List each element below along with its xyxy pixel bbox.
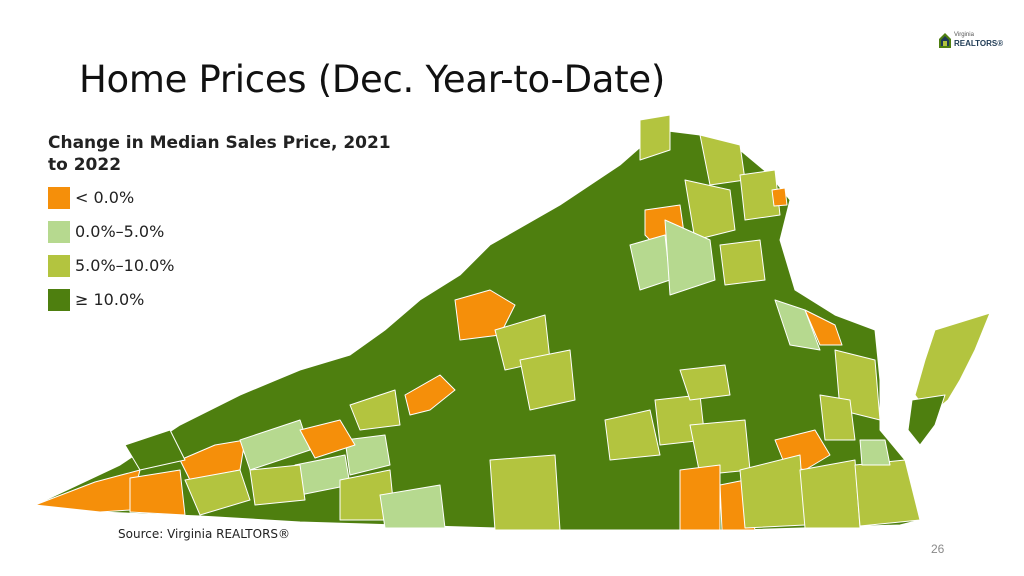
county-or-29 [679, 464, 721, 531]
county-lg-37 [859, 439, 891, 466]
logo-small-text: Virginia [954, 32, 974, 38]
county-lime-33 [799, 459, 861, 529]
slide-title: Home Prices (Dec. Year-to-Date) [79, 58, 665, 101]
county-sw-2 [129, 469, 186, 516]
county-or-9 [404, 374, 456, 416]
county-or-4 [299, 419, 356, 459]
map-legend: Change in Median Sales Price, 2021 to 20… [48, 132, 408, 312]
source-note: Source: Virginia REALTORS® [118, 527, 291, 541]
county-lime-28 [679, 364, 731, 401]
county-lime-14 [684, 179, 736, 241]
county-lime-5 [249, 464, 306, 506]
county-lime-15 [739, 169, 781, 221]
county-sw-5 [124, 429, 186, 471]
county-lime-18 [719, 239, 766, 286]
county-lg-7 [379, 484, 446, 529]
county-lg-3 [344, 434, 391, 476]
county-or-21 [804, 309, 843, 346]
legend-item-5-10: 5.0%–10.0% [48, 254, 408, 278]
county-sw-4 [184, 469, 251, 516]
county-lime-25 [604, 409, 661, 461]
map-regions [34, 114, 991, 531]
county-lg-1 [239, 419, 311, 471]
county-lime-8 [349, 389, 401, 431]
logo-big-text: REALTORS® [954, 39, 1004, 48]
legend-item-0-5: 0.0%–5.0% [48, 220, 408, 244]
legend-label: < 0.0% [75, 188, 135, 207]
county-sw-1 [34, 469, 141, 513]
legend-swatch [48, 289, 70, 311]
legend-item-10-plus: ≥ 10.0% [48, 288, 408, 312]
page-number: 26 [931, 542, 945, 556]
legend-label: ≥ 10.0% [75, 290, 145, 309]
county-lime-36 [819, 394, 856, 441]
county-lime-23 [519, 349, 576, 411]
county-lime-24 [489, 454, 561, 531]
county-or-19 [771, 187, 788, 207]
county-sw-3 [179, 439, 246, 481]
virginia-realtors-logo: Virginia REALTORS® [938, 31, 1004, 51]
county-lg-20 [774, 299, 821, 351]
eastern-shore-south [907, 394, 946, 446]
legend-label: 5.0%–10.0% [75, 256, 175, 275]
county-lime-12 [639, 114, 671, 161]
legend-swatch [48, 221, 70, 243]
house-icon [939, 33, 951, 48]
legend-title: Change in Median Sales Price, 2021 to 20… [48, 133, 391, 175]
legend-item-negative: < 0.0% [48, 186, 408, 210]
legend-label: 0.0%–5.0% [75, 222, 165, 241]
legend-swatch [48, 255, 70, 277]
county-lg-17 [664, 219, 716, 296]
legend-swatch [48, 187, 70, 209]
county-lime-34 [854, 459, 921, 527]
eastern-shore [914, 312, 991, 416]
county-or-10 [454, 289, 516, 341]
